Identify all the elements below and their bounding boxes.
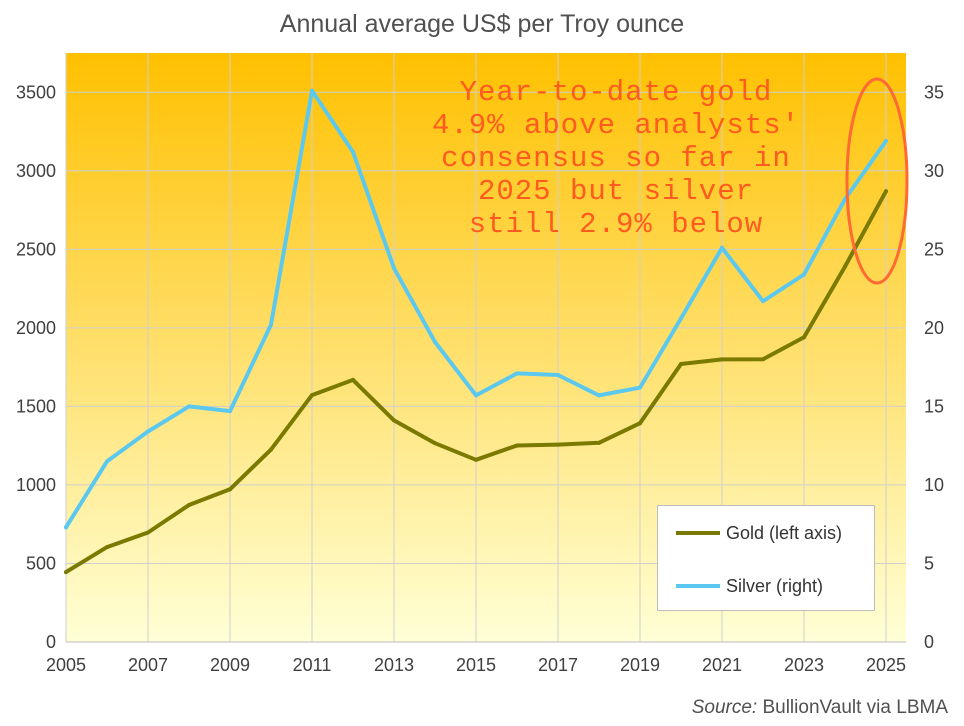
data-point-silver	[228, 409, 232, 414]
data-point-gold	[351, 377, 355, 382]
data-point-gold	[802, 335, 806, 340]
legend-item-silver: Silver (right)	[676, 575, 823, 597]
source-note: Source: BullionVault via LBMA	[692, 697, 948, 719]
y-tick-label-left: 1000	[16, 475, 56, 495]
x-tick-label: 2015	[456, 655, 496, 675]
data-point-silver	[105, 459, 109, 464]
annotation-line: consensus so far in	[441, 142, 791, 175]
data-point-gold	[392, 418, 396, 423]
x-tick-label: 2023	[784, 655, 824, 675]
legend: Gold (left axis) Silver (right)	[657, 505, 875, 611]
x-tick-label: 2005	[46, 655, 86, 675]
data-point-silver	[884, 138, 888, 143]
data-point-silver	[269, 322, 273, 327]
data-point-silver	[679, 316, 683, 321]
y-tick-label-right: 0	[924, 632, 934, 652]
y-tick-label-right: 20	[924, 318, 944, 338]
data-point-gold	[679, 361, 683, 366]
data-point-gold	[515, 443, 519, 448]
x-tick-label: 2011	[293, 655, 332, 675]
data-point-silver	[720, 245, 724, 250]
y-tick-label-right: 15	[924, 396, 944, 416]
y-tick-label-right: 25	[924, 239, 944, 259]
legend-label-silver: Silver (right)	[726, 575, 824, 596]
data-point-gold	[474, 457, 478, 462]
data-point-gold	[638, 421, 642, 426]
data-point-gold	[64, 570, 68, 575]
data-point-silver	[310, 88, 314, 93]
annotation-text: Year-to-date gold 4.9% above analysts' c…	[386, 76, 846, 241]
y-tick-label-right: 5	[924, 553, 934, 573]
data-point-silver	[556, 372, 560, 377]
data-point-gold	[761, 357, 765, 362]
annotation-line: 2025 but silver	[477, 175, 755, 208]
data-point-gold	[105, 545, 109, 550]
legend-label-gold: Gold (left axis)	[726, 522, 843, 543]
data-point-silver	[515, 371, 519, 376]
data-point-gold	[843, 264, 847, 269]
data-point-gold	[597, 440, 601, 445]
legend-swatch-gold	[676, 531, 720, 535]
data-point-silver	[64, 525, 68, 530]
y-tick-label-left: 2500	[16, 239, 56, 259]
y-tick-label-left: 3500	[16, 82, 56, 102]
data-point-gold	[228, 487, 232, 492]
data-point-silver	[474, 393, 478, 398]
x-tick-label: 2007	[128, 655, 168, 675]
tick-labels: 0500100015002000250030003500051015202530…	[16, 82, 944, 675]
data-point-silver	[187, 404, 191, 409]
x-tick-label: 2009	[210, 655, 250, 675]
data-point-gold	[433, 441, 437, 446]
x-tick-label: 2021	[702, 655, 742, 675]
y-tick-label-left: 1500	[16, 396, 56, 416]
data-point-silver	[597, 393, 601, 398]
series-layer	[64, 88, 888, 575]
x-tick-label: 2017	[538, 655, 578, 675]
chart-title: Annual average US$ per Troy ounce	[279, 10, 685, 38]
y-tick-label-left: 3000	[16, 161, 56, 181]
y-tick-label-left: 500	[26, 553, 56, 573]
source-label: Source:	[691, 697, 758, 718]
data-point-gold	[720, 357, 724, 362]
annotation-line: Year-to-date gold	[459, 76, 773, 109]
source-text: BullionVault via LBMA	[762, 697, 948, 718]
y-tick-label-right: 35	[924, 82, 944, 102]
annotation-line: still 2.9% below	[468, 208, 764, 241]
y-tick-label-right: 30	[924, 161, 944, 181]
annotation-line: 4.9% above analysts'	[431, 109, 801, 142]
data-point-silver	[146, 429, 150, 434]
x-tick-label: 2019	[620, 655, 660, 675]
data-point-gold	[269, 447, 273, 452]
data-point-gold	[310, 393, 314, 398]
data-point-gold	[146, 530, 150, 535]
x-tick-label: 2025	[866, 655, 906, 675]
data-point-silver	[761, 299, 765, 304]
y-tick-label-left: 0	[46, 632, 56, 652]
data-point-gold	[556, 442, 560, 447]
data-point-silver	[351, 149, 355, 154]
data-point-silver	[638, 385, 642, 390]
data-point-gold	[187, 503, 191, 508]
legend-item-gold: Gold (left axis)	[676, 522, 842, 544]
x-tick-label: 2013	[374, 655, 414, 675]
highlight-ellipse	[845, 77, 909, 285]
data-point-silver	[802, 272, 806, 277]
legend-swatch-silver	[676, 584, 720, 588]
y-tick-label-right: 10	[924, 475, 944, 495]
data-point-silver	[392, 266, 396, 271]
data-point-gold	[884, 189, 888, 194]
data-point-silver	[433, 340, 437, 345]
y-tick-label-left: 2000	[16, 318, 56, 338]
